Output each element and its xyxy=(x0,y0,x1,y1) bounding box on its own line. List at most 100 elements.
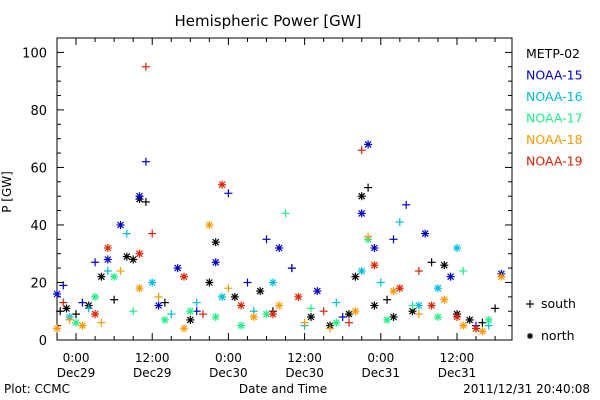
point-north xyxy=(357,209,366,218)
point-south xyxy=(141,197,150,206)
data-points xyxy=(53,62,506,336)
point-south xyxy=(56,307,65,316)
point-north xyxy=(237,301,246,310)
point-north xyxy=(351,272,360,281)
marker-legend-label: south xyxy=(541,296,576,311)
point-south xyxy=(72,310,80,319)
point-north xyxy=(211,313,220,321)
point-south xyxy=(103,267,112,275)
point-south xyxy=(364,232,373,241)
point-south xyxy=(160,298,169,307)
point-south xyxy=(389,235,398,244)
point-north xyxy=(154,301,163,310)
marker-legend: south north xyxy=(526,296,576,343)
point-north xyxy=(433,313,442,321)
point-north xyxy=(53,324,61,333)
point-north xyxy=(433,284,442,293)
point-north xyxy=(370,244,379,252)
x-tick-date: Dec30 xyxy=(209,366,248,380)
x-axis-ticks: 0:00Dec2912:00Dec290:00Dec3012:00Dec300:… xyxy=(56,38,496,380)
point-south xyxy=(110,295,119,304)
x-tick-date: Dec31 xyxy=(438,366,477,380)
point-south xyxy=(408,301,417,310)
point-north xyxy=(364,140,373,149)
point-south xyxy=(141,62,150,71)
point-south xyxy=(402,200,411,209)
x-axis-label: Date and Time xyxy=(239,382,327,396)
point-north xyxy=(357,192,366,201)
chart-title: Hemispheric Power [GW] xyxy=(175,12,362,30)
y-tick-label: 0 xyxy=(39,334,47,349)
point-north xyxy=(332,318,341,327)
point-south xyxy=(459,267,468,275)
point-north xyxy=(453,244,461,252)
point-north xyxy=(91,292,100,301)
legend-entry: NOAA-16 xyxy=(526,89,583,104)
point-north xyxy=(218,180,227,189)
point-south xyxy=(192,298,201,307)
x-tick-label: 0:00 xyxy=(63,351,90,365)
y-tick-label: 20 xyxy=(30,276,47,291)
point-north xyxy=(497,272,506,281)
point-south xyxy=(383,295,392,304)
point-south xyxy=(116,267,125,275)
point-north xyxy=(421,229,430,238)
x-tick-label: 12:00 xyxy=(287,351,322,365)
point-north xyxy=(472,324,480,333)
point-north xyxy=(218,292,227,301)
x-tick-date: Dec29 xyxy=(57,366,96,380)
point-north xyxy=(370,301,379,310)
point-north xyxy=(484,315,493,324)
point-south xyxy=(427,258,436,267)
point-south xyxy=(307,304,315,313)
point-south xyxy=(65,315,74,324)
point-north xyxy=(268,310,277,319)
point-north xyxy=(135,249,144,258)
point-north xyxy=(275,244,284,252)
point-north xyxy=(383,315,392,324)
legend-entry: METP-02 xyxy=(526,46,580,61)
point-north xyxy=(186,307,195,316)
point-north xyxy=(313,287,322,296)
point-north xyxy=(110,272,119,281)
point-south xyxy=(84,304,93,313)
point-north xyxy=(103,244,112,252)
point-south xyxy=(338,313,347,321)
point-south xyxy=(129,307,138,316)
point-north xyxy=(97,272,106,281)
x-tick-label: 12:00 xyxy=(440,351,475,365)
point-north xyxy=(160,315,169,324)
series-legend: METP-02 NOAA-15 NOAA-16 NOAA-17 NOAA-18 NOAA-… xyxy=(526,46,583,169)
point-north xyxy=(294,292,303,301)
point-south xyxy=(414,267,423,275)
point-south xyxy=(59,298,68,307)
point-north xyxy=(116,221,125,229)
point-north xyxy=(72,318,80,327)
point-north xyxy=(478,327,487,336)
point-north xyxy=(395,284,404,293)
point-south xyxy=(319,307,328,316)
point-south xyxy=(345,318,353,327)
point-north xyxy=(148,278,157,287)
point-north xyxy=(256,287,265,296)
point-north xyxy=(351,307,360,316)
point-south xyxy=(326,324,334,333)
point-south xyxy=(78,298,87,307)
legend-entry: NOAA-18 xyxy=(526,132,583,147)
y-tick-label: 100 xyxy=(22,46,47,61)
y-tick-label: 40 xyxy=(30,219,47,234)
point-south xyxy=(91,258,100,267)
legend-entry: NOAA-19 xyxy=(526,154,583,169)
point-north xyxy=(53,290,61,298)
legend-entry: NOAA-17 xyxy=(526,111,583,126)
point-north xyxy=(345,310,353,319)
point-north xyxy=(205,278,214,287)
point-south xyxy=(478,318,487,327)
point-north xyxy=(173,264,182,273)
point-north xyxy=(427,301,436,310)
point-south xyxy=(357,146,366,155)
plot-frame xyxy=(56,37,513,341)
point-south xyxy=(243,278,252,287)
point-south xyxy=(287,264,296,273)
legend-entry: NOAA-15 xyxy=(526,68,583,83)
